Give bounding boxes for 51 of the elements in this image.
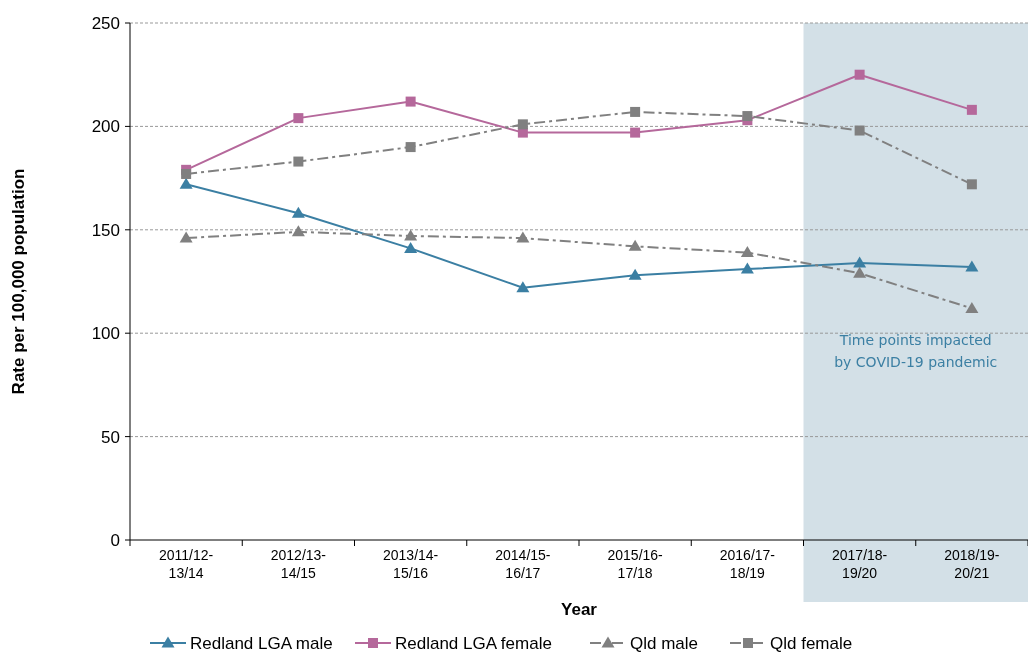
- point: [516, 231, 530, 243]
- x-tick-label: 2012/13-14/15: [270, 547, 327, 581]
- point: [630, 106, 641, 117]
- point: [853, 256, 867, 268]
- point: [965, 301, 979, 313]
- legend-label: Redland LGA female: [395, 633, 552, 653]
- y-tick-label: 50: [101, 427, 120, 447]
- point: [404, 229, 418, 241]
- point: [965, 260, 979, 272]
- point: [517, 119, 528, 130]
- x-tick-label: 2015/16-17/18: [607, 547, 664, 581]
- point: [291, 206, 305, 218]
- y-tick-label: 150: [91, 220, 120, 240]
- legend-label: Qld female: [770, 633, 853, 653]
- point: [179, 177, 193, 189]
- point: [630, 127, 641, 138]
- point: [628, 239, 642, 251]
- band-label: Time points impacted by COVID-19 pandemic: [834, 332, 998, 370]
- point: [628, 268, 642, 280]
- y-tick-label: 0: [110, 530, 120, 550]
- x-tick-label: 2011/12-13/14: [159, 547, 214, 581]
- point: [853, 266, 867, 278]
- y-tick-label: 200: [91, 117, 120, 137]
- x-tick-label: 2014/15-16/17: [495, 547, 551, 581]
- x-tick-label: 2016/17-18/19: [719, 547, 776, 581]
- point: [854, 125, 865, 136]
- point: [854, 69, 865, 80]
- x-tick-label: 2013/14-15/16: [382, 547, 439, 581]
- x-axis-title: Year: [561, 600, 598, 619]
- point: [405, 142, 416, 153]
- point: [742, 111, 753, 122]
- point: [181, 168, 192, 179]
- point: [966, 179, 977, 190]
- y-axis-title: Rate per 100,000 population: [9, 168, 28, 395]
- point: [966, 104, 977, 115]
- x-tick-label: 2017/18-19/20: [831, 547, 888, 581]
- y-tick-label: 250: [91, 13, 120, 33]
- point: [293, 156, 304, 167]
- point: [517, 127, 528, 138]
- x-tick-label: 2018/19-20/21: [944, 547, 1000, 581]
- point: [405, 96, 416, 107]
- legend-label: Redland LGA male: [190, 633, 333, 653]
- point: [740, 246, 754, 258]
- point: [404, 241, 418, 253]
- point: [293, 113, 304, 124]
- point: [516, 281, 530, 293]
- point: [179, 231, 193, 243]
- point: [740, 262, 754, 274]
- point: [291, 225, 305, 237]
- legend-label: Qld male: [630, 633, 699, 653]
- y-tick-label: 100: [91, 324, 120, 344]
